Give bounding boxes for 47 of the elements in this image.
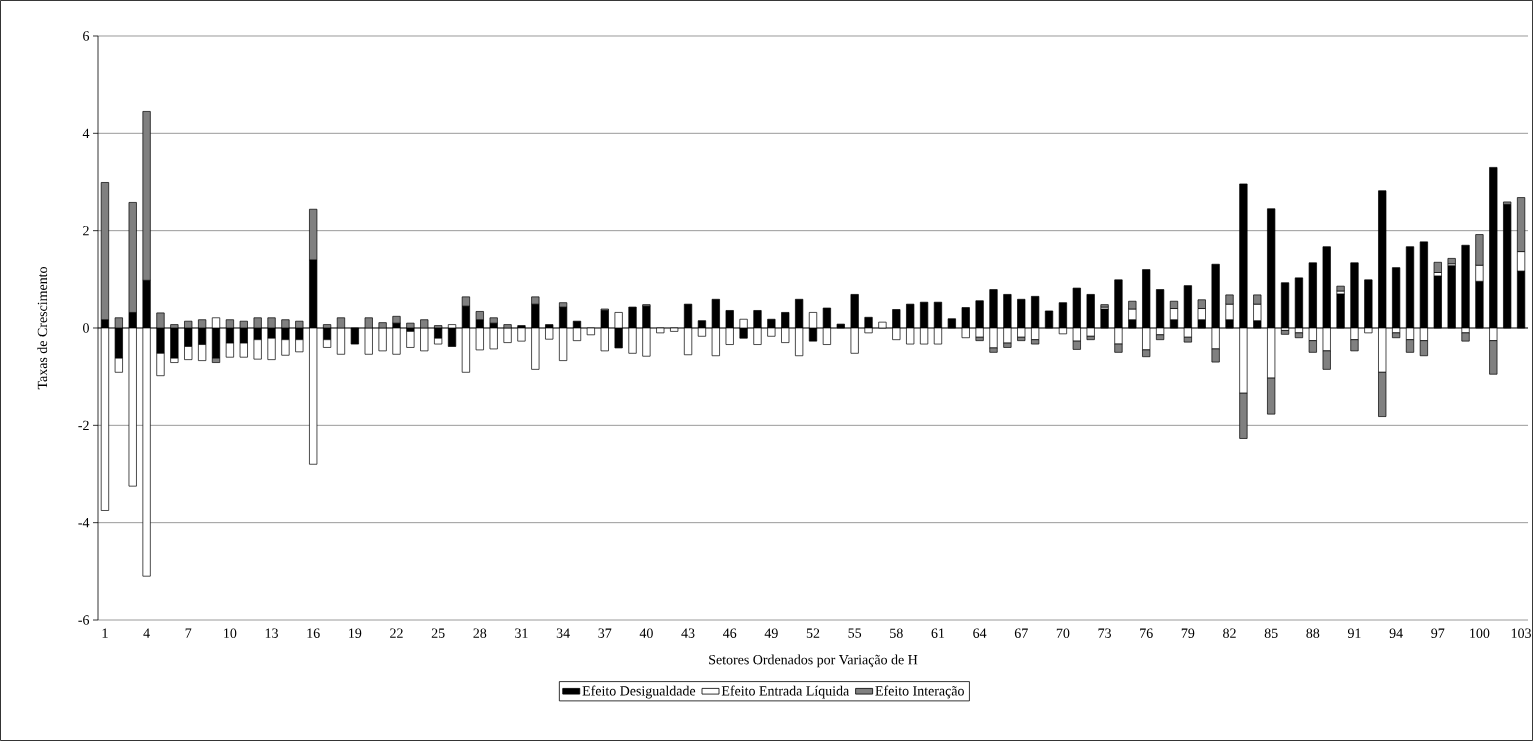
x-axis-title: Setores Ordenados por Variação de H: [709, 654, 918, 668]
x-tick-label: 85: [1264, 628, 1278, 638]
x-tick-label: 67: [1014, 628, 1028, 638]
y-tick-label: 2: [83, 226, 89, 236]
x-tick-label: 88: [1306, 628, 1320, 638]
x-tick-label: 37: [598, 628, 612, 638]
x-tick-label: 7: [185, 628, 192, 638]
x-tick-label: 97: [1431, 628, 1445, 638]
x-tick-label: 31: [515, 628, 528, 638]
x-tick-label: 10: [224, 628, 237, 638]
x-tick-label: 16: [307, 628, 320, 638]
y-tick-label: -2: [78, 420, 89, 430]
x-tick-label: 28: [473, 628, 487, 638]
y-tick-label: 6: [83, 31, 90, 41]
legend-label: Efeito Interação: [875, 685, 964, 699]
x-tick-label: 1: [102, 628, 108, 638]
x-tick-label: 100: [1470, 628, 1490, 638]
x-tick-label: 103: [1511, 628, 1531, 638]
x-tick-label: 46: [723, 628, 737, 638]
y-axis-title: Taxas de Crescimento: [37, 267, 48, 390]
legend-label: Efeito Entrada Líquida: [721, 685, 850, 699]
x-tick-label: 58: [890, 628, 903, 638]
x-tick-label: 82: [1223, 628, 1236, 638]
x-tick-label: 13: [265, 628, 278, 638]
x-tick-label: 91: [1347, 628, 1361, 638]
x-tick-label: 70: [1056, 628, 1070, 638]
x-tick-label: 64: [973, 628, 987, 638]
x-tick-label: 76: [1140, 628, 1153, 638]
x-tick-label: 34: [556, 628, 570, 638]
x-tick-label: 43: [681, 628, 695, 638]
x-tick-label: 94: [1389, 628, 1403, 638]
x-tick-label: 79: [1181, 628, 1195, 638]
x-tick-label: 61: [931, 628, 945, 638]
y-tick-label: 0: [83, 323, 89, 333]
y-tick-label: -6: [78, 615, 90, 625]
x-tick-label: 52: [806, 628, 820, 638]
x-tick-label: 4: [143, 628, 150, 638]
y-tick-label: 4: [82, 128, 90, 138]
x-tick-label: 40: [639, 628, 653, 638]
x-tick-label: 73: [1098, 628, 1111, 638]
x-tick-label: 49: [764, 628, 778, 638]
x-tick-label: 55: [848, 628, 862, 638]
legend-label: Efeito Desigualdade: [582, 685, 696, 699]
x-tick-label: 25: [431, 628, 445, 638]
x-tick-label: 19: [349, 628, 362, 638]
x-tick-label: 22: [390, 628, 403, 638]
y-tick-label: -4: [78, 518, 90, 528]
